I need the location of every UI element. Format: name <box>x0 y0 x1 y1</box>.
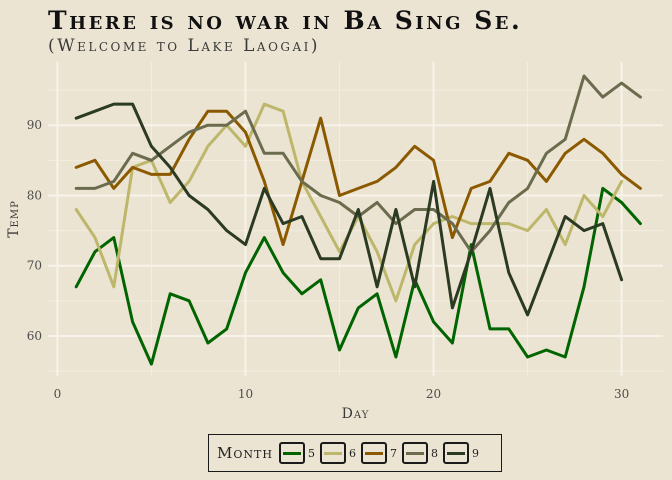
x-tick-label: 0 <box>54 387 62 401</box>
series-line-8 <box>74 74 642 254</box>
legend-label-6: 6 <box>348 446 357 460</box>
legend-key-5 <box>278 442 305 464</box>
legend-title: Month <box>217 444 273 462</box>
legend-key-7 <box>360 442 387 464</box>
series-line-5 <box>74 186 642 366</box>
y-tick-label: 60 <box>27 329 42 343</box>
chart-subtitle: (Welcome to Lake Laogai) <box>48 36 321 56</box>
legend-label-7: 7 <box>389 446 398 460</box>
legend: Month 5 6 7 8 9 <box>208 434 502 472</box>
x-axis-title: Day <box>342 406 370 422</box>
y-tick-label: 70 <box>27 259 42 273</box>
legend-item-9: 9 <box>442 442 480 464</box>
x-tick-label: 10 <box>238 387 253 401</box>
legend-label-8: 8 <box>430 446 439 460</box>
legend-key-9 <box>442 442 469 464</box>
x-tick-label: 20 <box>426 387 441 401</box>
legend-key-6 <box>319 442 346 464</box>
y-tick-label: 80 <box>27 188 42 202</box>
y-tick-label: 90 <box>27 118 42 132</box>
series-line-9 <box>74 102 624 317</box>
x-tick-label: 30 <box>614 387 629 401</box>
legend-label-5: 5 <box>307 446 316 460</box>
legend-label-9: 9 <box>471 446 480 460</box>
legend-item-5: 5 <box>278 442 316 464</box>
series-line-6 <box>74 102 624 303</box>
legend-item-7: 7 <box>360 442 398 464</box>
y-axis-title: Temp <box>6 200 22 238</box>
legend-item-6: 6 <box>319 442 357 464</box>
series-line-7 <box>74 109 642 247</box>
chart-title: There is no war in Ba Sing Se. <box>48 6 523 35</box>
legend-item-8: 8 <box>401 442 439 464</box>
legend-key-8 <box>401 442 428 464</box>
